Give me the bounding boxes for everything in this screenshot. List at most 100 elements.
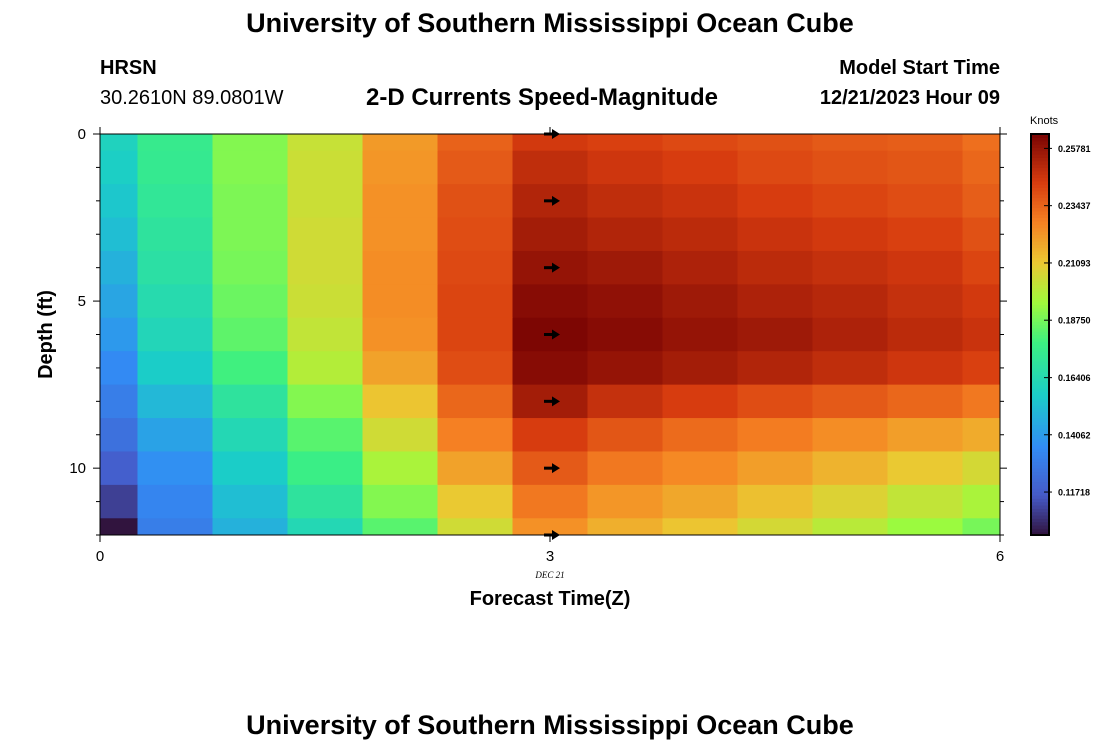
heatmap-cell (962, 317, 1001, 352)
y-tick-label: 5 (78, 293, 86, 310)
colorbar-segment (1031, 371, 1049, 376)
colorbar-segment (1031, 394, 1049, 399)
heatmap-cell (362, 184, 438, 219)
heatmap-cell (662, 518, 738, 536)
heatmap-cell (437, 518, 513, 536)
heatmap-cell (287, 284, 363, 319)
heatmap-cell (137, 518, 213, 536)
colorbar-segment (1031, 267, 1049, 272)
colorbar-segment (1031, 498, 1049, 503)
heatmap-cell (962, 518, 1001, 536)
heatmap-cell (137, 384, 213, 419)
colorbar-segment (1031, 307, 1049, 312)
heatmap-cell (887, 518, 963, 536)
heatmap-cell (662, 284, 738, 319)
colorbar-segment (1031, 224, 1049, 229)
heatmap-cell (887, 134, 963, 152)
colorbar-tick-label: 0.25781 (1058, 144, 1091, 154)
colorbar-segment (1031, 397, 1049, 402)
page-title-repeat: University of Southern Mississippi Ocean… (246, 710, 854, 740)
heatmap-cell (887, 451, 963, 486)
colorbar-segment (1031, 347, 1049, 352)
heatmap-cell (887, 150, 963, 185)
heatmap-cell (812, 384, 888, 419)
heatmap-cell (737, 351, 813, 386)
heatmap-cell (437, 351, 513, 386)
heatmap-cell (362, 150, 438, 185)
colorbar-segment (1031, 441, 1049, 446)
heatmap-cell (437, 484, 513, 519)
heatmap-cell (212, 451, 288, 486)
colorbar-segment (1031, 451, 1049, 456)
colorbar-segment (1031, 297, 1049, 302)
heatmap-cell (887, 217, 963, 252)
colorbar-tick-label: 0.16406 (1058, 373, 1091, 383)
colorbar-segment (1031, 381, 1049, 386)
colorbar-segment (1031, 478, 1049, 483)
colorbar-segment (1031, 518, 1049, 523)
current-arrow-head (552, 262, 560, 273)
heatmap-cell (212, 317, 288, 352)
heatmap-cell (137, 418, 213, 452)
heatmap-cell (737, 451, 813, 486)
colorbar-segment (1031, 194, 1049, 199)
heatmap-cell (662, 250, 738, 285)
current-arrow (544, 396, 560, 407)
heatmap-cell (662, 317, 738, 352)
colorbar-segment (1031, 237, 1049, 242)
heatmap-cell (137, 184, 213, 219)
colorbar-segment (1031, 521, 1049, 526)
heatmap-cell (137, 134, 213, 152)
colorbar-segment (1031, 327, 1049, 332)
colorbar-segment (1031, 271, 1049, 275)
colorbar-segment (1031, 418, 1049, 422)
colorbar-segment (1031, 331, 1049, 336)
colorbar-segment (1031, 244, 1049, 249)
colorbar-segment (1031, 374, 1049, 379)
heatmap-cell (587, 134, 663, 152)
colorbar-segment (1031, 494, 1049, 499)
current-arrow (544, 329, 560, 340)
station-name: HRSN (100, 57, 157, 79)
y-tick-label: 10 (69, 460, 86, 477)
colorbar-segment (1031, 321, 1049, 326)
heatmap-cell (737, 134, 813, 152)
colorbar-segment (1031, 234, 1049, 239)
colorbar-segment (1031, 227, 1049, 232)
current-arrow (544, 530, 560, 540)
colorbar-segment (1031, 411, 1049, 416)
colorbar-segment (1031, 461, 1049, 466)
heatmap-cell (737, 217, 813, 252)
heatmap-cell (212, 134, 288, 152)
colorbar-segment (1031, 190, 1049, 195)
heatmap-cell (212, 284, 288, 319)
heatmap-cell (362, 518, 438, 536)
heatmap-cell (962, 150, 1001, 185)
current-arrow-head (552, 129, 560, 139)
heatmap-cell (962, 484, 1001, 519)
colorbar-segment (1031, 384, 1049, 389)
heatmap-cell (437, 217, 513, 252)
heatmap-cell (287, 418, 363, 452)
colorbar-segment (1031, 150, 1049, 155)
heatmap-cell (887, 184, 963, 219)
heatmap-cell (100, 451, 138, 486)
heatmap-cell (587, 250, 663, 285)
x-axis-label: Forecast Time(Z) (470, 588, 631, 610)
colorbar-segment (1031, 337, 1049, 342)
heatmap-cell (100, 150, 138, 185)
colorbar-segment (1031, 367, 1049, 372)
colorbar-segment (1031, 291, 1049, 295)
heatmap-cell (962, 284, 1001, 319)
colorbar-segment (1031, 204, 1049, 209)
heatmap-cell (812, 150, 888, 185)
colorbar-segment (1031, 481, 1049, 486)
colorbar-segment (1031, 448, 1049, 453)
heatmap-cell (362, 484, 438, 519)
colorbar-segment (1031, 154, 1049, 158)
colorbar-segment (1031, 240, 1049, 245)
heatmap-cell (287, 150, 363, 185)
heatmap-cell (512, 484, 588, 519)
colorbar-tick-label: 0.21093 (1058, 258, 1091, 268)
